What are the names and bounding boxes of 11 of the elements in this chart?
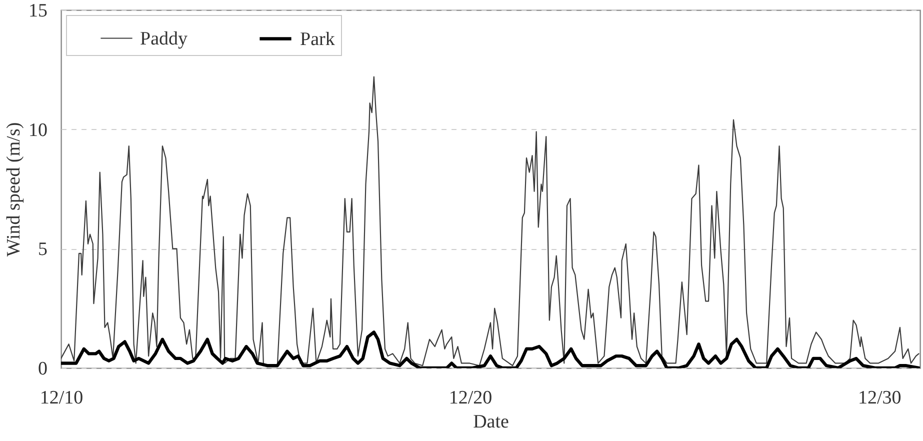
y-tick-label: 0 <box>38 358 48 380</box>
y-tick-label: 5 <box>38 239 48 260</box>
legend-label: Paddy <box>140 28 188 50</box>
x-tick-label: 12/10 <box>40 388 84 408</box>
y-tick-label: 15 <box>28 0 48 22</box>
x-tick-label: 12/20 <box>448 388 492 408</box>
y-tick-label: 10 <box>28 120 48 141</box>
legend-label: Park <box>300 28 336 50</box>
y-axis-title: Wind speed (m/s) <box>4 122 24 257</box>
x-tick-label: 12/30 <box>858 388 902 408</box>
x-axis-title: Date <box>473 412 509 432</box>
